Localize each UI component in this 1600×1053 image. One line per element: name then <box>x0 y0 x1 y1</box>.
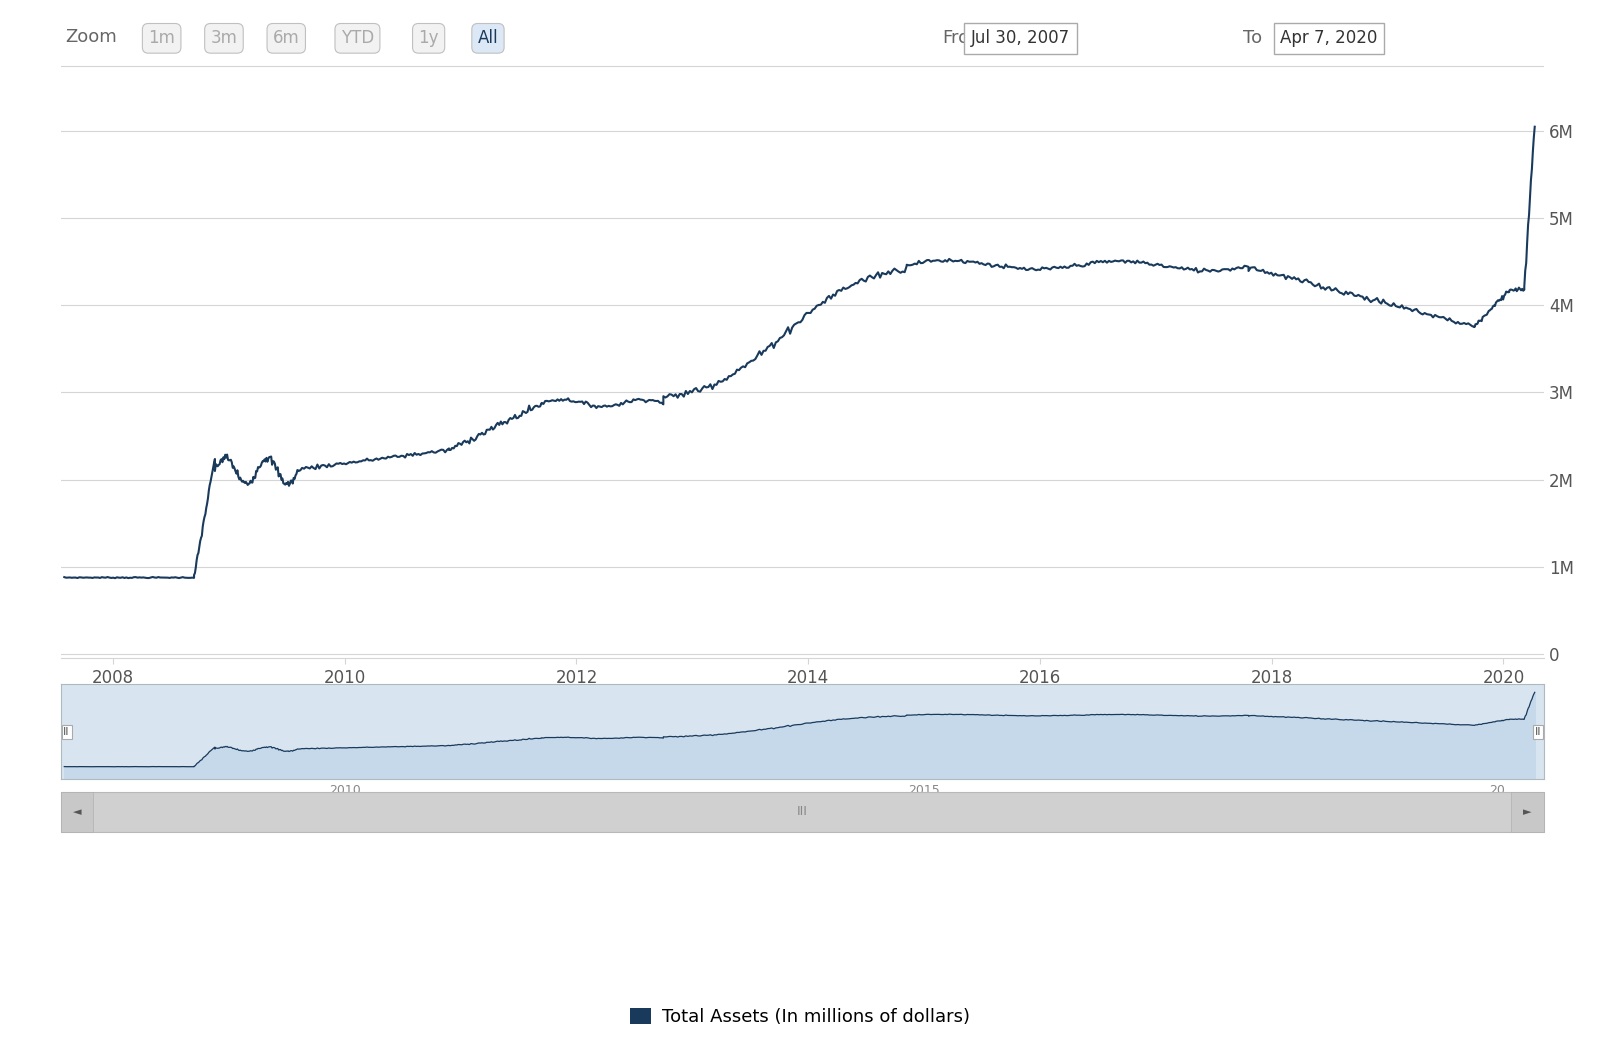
Bar <box>61 792 1544 832</box>
Text: Jul 30, 2007: Jul 30, 2007 <box>971 29 1070 47</box>
Bar <box>1512 792 1544 832</box>
Text: 1y: 1y <box>418 29 438 47</box>
Text: III: III <box>797 806 808 818</box>
Text: YTD: YTD <box>341 29 374 47</box>
Text: 6m: 6m <box>274 29 299 47</box>
Text: ►: ► <box>1523 807 1531 817</box>
Text: II: II <box>1534 727 1541 737</box>
Bar <box>61 792 93 832</box>
Text: Apr 7, 2020: Apr 7, 2020 <box>1280 29 1378 47</box>
Text: Zoom: Zoom <box>66 27 117 45</box>
Text: All: All <box>478 29 498 47</box>
Text: 1m: 1m <box>149 29 174 47</box>
Text: 3m: 3m <box>211 29 237 47</box>
Legend: Total Assets (In millions of dollars): Total Assets (In millions of dollars) <box>622 1000 978 1033</box>
Text: From: From <box>942 29 987 47</box>
Text: II: II <box>64 727 70 737</box>
Text: To: To <box>1243 29 1262 47</box>
Text: ◄: ◄ <box>74 807 82 817</box>
